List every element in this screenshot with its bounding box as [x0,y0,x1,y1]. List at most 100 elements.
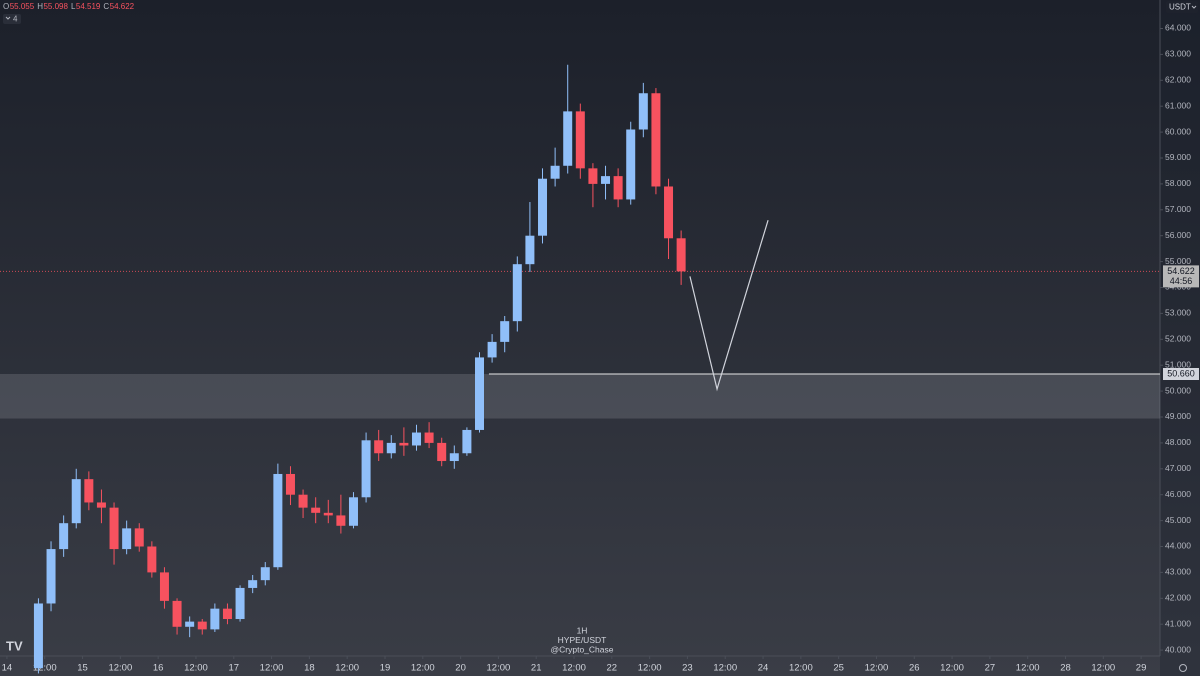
last-price-label: 54.622 [1167,266,1195,276]
y-tick-label: 45.000 [1165,515,1191,525]
x-tick-label: 25 [833,663,844,674]
x-tick-label: 23 [682,663,693,674]
candle-body [336,515,346,526]
candle-body [487,341,497,358]
x-tick-label: 12:00 [487,663,511,674]
candle-body [676,238,686,272]
candle-body [59,523,69,550]
x-tick-label: 20 [455,663,466,674]
x-tick-label: 17 [228,663,239,674]
x-tick-label: 27 [985,663,996,674]
ohlc-key: C [103,2,109,11]
indicator-toggle[interactable] [3,14,21,24]
y-tick-label: 59.000 [1165,152,1191,162]
ohlc-key: L [71,2,76,11]
settings-icon[interactable] [1179,664,1187,672]
candle-body [575,111,585,169]
candle-body [33,603,43,669]
y-tick-label: 51.000 [1165,359,1191,369]
x-tick-label: 14 [2,663,13,674]
x-tick-label: 12:00 [411,663,435,674]
y-tick-label: 55.000 [1165,256,1191,266]
candle-body [311,507,321,513]
candle-body [411,432,421,446]
candle-body [437,442,447,462]
y-tick-label: 64.000 [1165,23,1191,33]
candle-body [651,93,661,187]
candle-body [449,453,459,462]
indicator-count: 4 [13,15,18,24]
ohlc-value: 54.519 [76,2,101,11]
ohlc-value: 55.098 [43,2,68,11]
y-tick-label: 42.000 [1165,593,1191,603]
y-tick-label: 43.000 [1165,567,1191,577]
x-tick-label: 12:00 [108,663,132,674]
y-tick-label: 56.000 [1165,230,1191,240]
candle-body [159,572,169,601]
candle-body [550,165,560,179]
y-tick-label: 41.000 [1165,618,1191,628]
candle-body [462,429,472,454]
projection-line [689,219,769,392]
candle-body [172,600,182,627]
y-tick-label: 44.000 [1165,541,1191,551]
x-tick-label: 22 [607,663,618,674]
candle-body [96,502,106,508]
candle-body [248,580,258,588]
candle-body [361,440,371,498]
x-tick-label: 12:00 [713,663,737,674]
candle-body [84,479,94,503]
candle-body [512,264,522,322]
candle-body [475,357,485,430]
y-tick-label: 60.000 [1165,126,1191,136]
y-tick-label: 58.000 [1165,178,1191,188]
y-tick-label: 61.000 [1165,100,1191,110]
y-tick-label: 49.000 [1165,411,1191,421]
y-tick-label: 47.000 [1165,463,1191,473]
y-tick-label: 46.000 [1165,489,1191,499]
countdown-label: 44:56 [1170,276,1193,286]
candle-body [613,176,623,200]
candle-body [235,587,245,620]
ohlc-value: 55.055 [10,2,35,11]
x-tick-label: 12:00 [789,663,813,674]
ohlc-key: O [3,2,9,11]
candle-body [374,440,384,454]
zone [0,374,1160,419]
candle-body [348,497,358,526]
candle-body [298,494,308,508]
x-tick-label: 12:00 [865,663,889,674]
x-tick-label: 21 [531,663,542,674]
candle-body [323,512,333,516]
ohlc-key: H [37,2,43,11]
y-tick-label: 62.000 [1165,75,1191,85]
candle-body [588,168,598,184]
candle-body [563,111,573,166]
y-tick-label: 50.000 [1165,385,1191,395]
x-tick-label: 12:00 [1016,663,1040,674]
y-tick-label: 40.000 [1165,644,1191,654]
x-tick-label: 12:00 [940,663,964,674]
candle-body [273,473,283,568]
candle-body [185,621,195,627]
level-label: 50.660 [1167,368,1195,378]
candle-body [525,235,535,265]
x-tick-label: 18 [304,663,315,674]
candle-body [222,608,232,620]
price-axis-bg [1160,0,1200,676]
candle-body [109,507,119,550]
candle-body [210,608,220,630]
currency: USDT [1169,3,1191,12]
x-tick-label: 16 [153,663,164,674]
currency-box[interactable] [1166,1,1198,13]
candle-body [197,621,207,630]
y-tick-label: 52.000 [1165,334,1191,344]
candle-body [638,93,648,130]
candle-body [134,528,144,547]
candle-body [260,567,270,581]
watermark-symbol: HYPE/USDT [558,635,607,645]
x-tick-label: 19 [380,663,391,674]
candle-body [626,129,636,200]
